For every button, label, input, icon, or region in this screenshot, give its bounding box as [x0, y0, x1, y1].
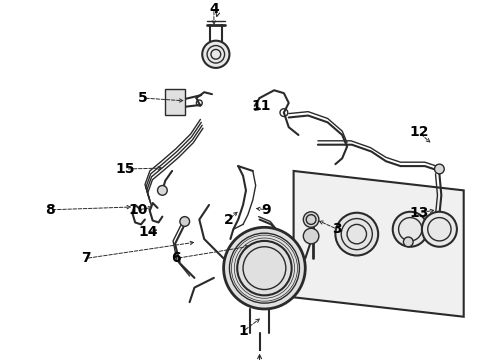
Circle shape: [335, 213, 378, 256]
Text: 14: 14: [138, 225, 158, 239]
Text: 4: 4: [209, 1, 219, 15]
Text: 13: 13: [409, 206, 429, 220]
Text: 10: 10: [128, 203, 148, 217]
Text: 2: 2: [223, 212, 233, 226]
Circle shape: [393, 212, 428, 247]
Text: 1: 1: [238, 324, 248, 338]
Circle shape: [223, 227, 305, 309]
Text: 3: 3: [333, 222, 342, 236]
Circle shape: [303, 212, 319, 227]
Text: 7: 7: [81, 251, 90, 265]
Polygon shape: [294, 171, 464, 317]
Circle shape: [157, 185, 167, 195]
Circle shape: [403, 237, 413, 247]
Circle shape: [180, 217, 190, 226]
Text: 5: 5: [138, 91, 148, 105]
Text: 11: 11: [252, 99, 271, 113]
Text: 9: 9: [262, 203, 271, 217]
Circle shape: [435, 164, 444, 174]
Circle shape: [303, 228, 319, 244]
Text: 8: 8: [45, 203, 54, 217]
Text: 15: 15: [116, 162, 135, 176]
Bar: [165, 89, 185, 114]
Text: 12: 12: [409, 125, 429, 139]
Text: 6: 6: [171, 251, 181, 265]
Circle shape: [202, 41, 229, 68]
Circle shape: [422, 212, 457, 247]
